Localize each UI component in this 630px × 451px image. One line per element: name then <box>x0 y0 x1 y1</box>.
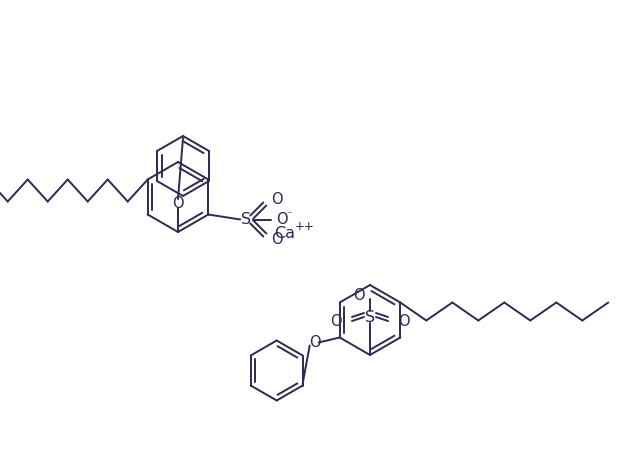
Text: O: O <box>330 313 342 328</box>
Text: S: S <box>241 212 251 227</box>
Text: ++: ++ <box>295 220 315 233</box>
Text: S: S <box>365 309 375 325</box>
Text: O: O <box>398 313 410 328</box>
Text: ⁻: ⁻ <box>286 211 292 221</box>
Text: O: O <box>277 212 288 227</box>
Text: O: O <box>353 287 365 303</box>
Text: O: O <box>309 335 321 350</box>
Text: Ca: Ca <box>274 226 295 240</box>
Text: O: O <box>272 192 283 207</box>
Text: ⁻: ⁻ <box>372 286 378 296</box>
Text: O: O <box>172 197 184 212</box>
Text: O: O <box>272 232 283 247</box>
